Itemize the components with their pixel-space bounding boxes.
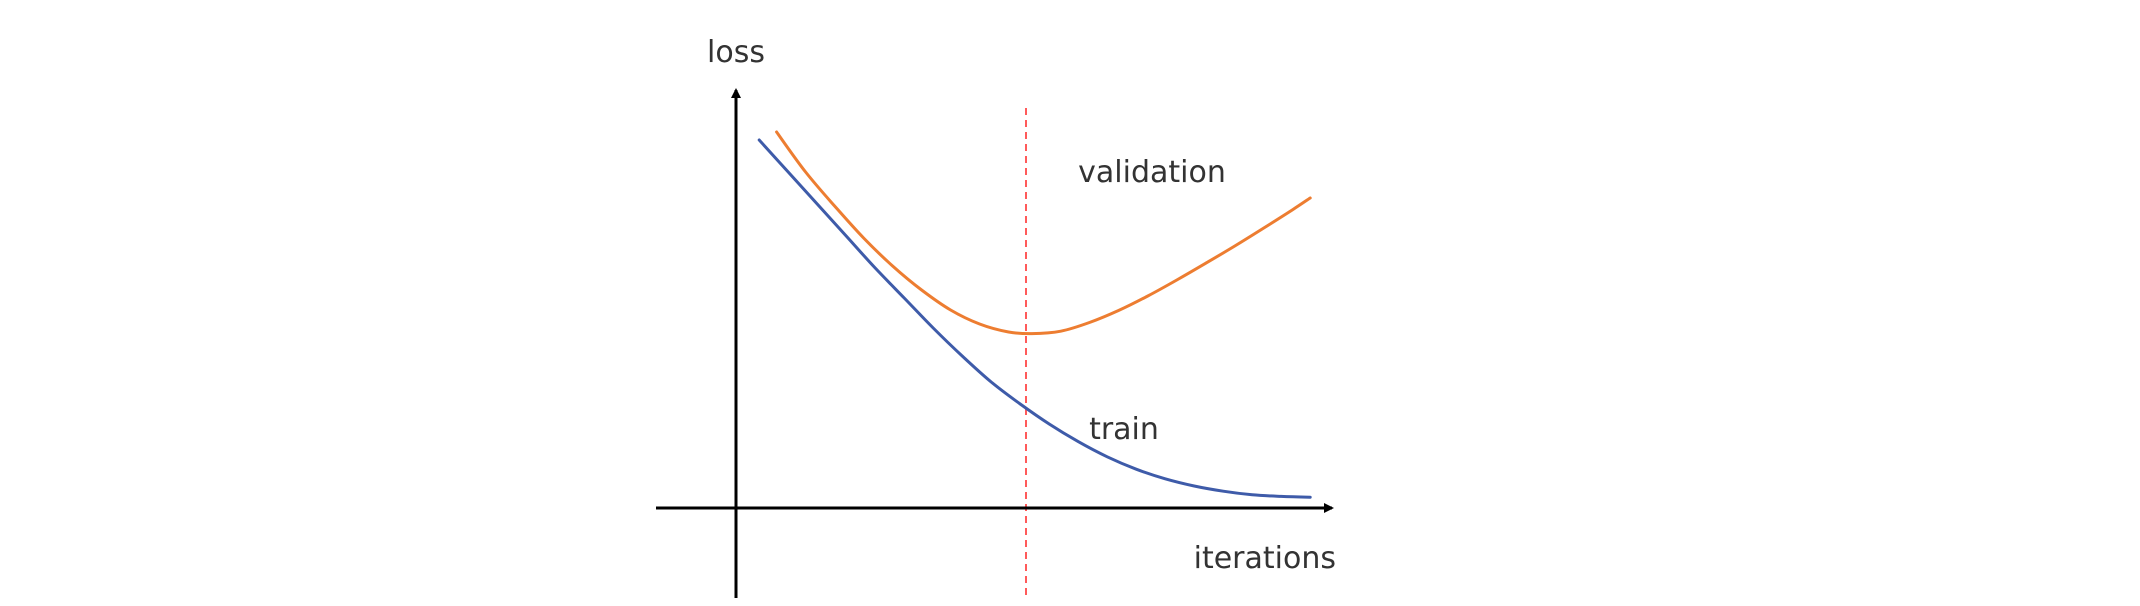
series-layer xyxy=(757,130,1312,499)
y-axis-label: loss xyxy=(707,35,765,70)
validation-series-label: validation xyxy=(1078,155,1226,190)
series-label-layer: validation train xyxy=(1078,155,1226,447)
x-axis-label: iterations xyxy=(1194,541,1336,576)
validation-series-line xyxy=(775,130,1312,336)
train-series-label: train xyxy=(1089,412,1159,447)
train-series-line xyxy=(757,138,1312,499)
